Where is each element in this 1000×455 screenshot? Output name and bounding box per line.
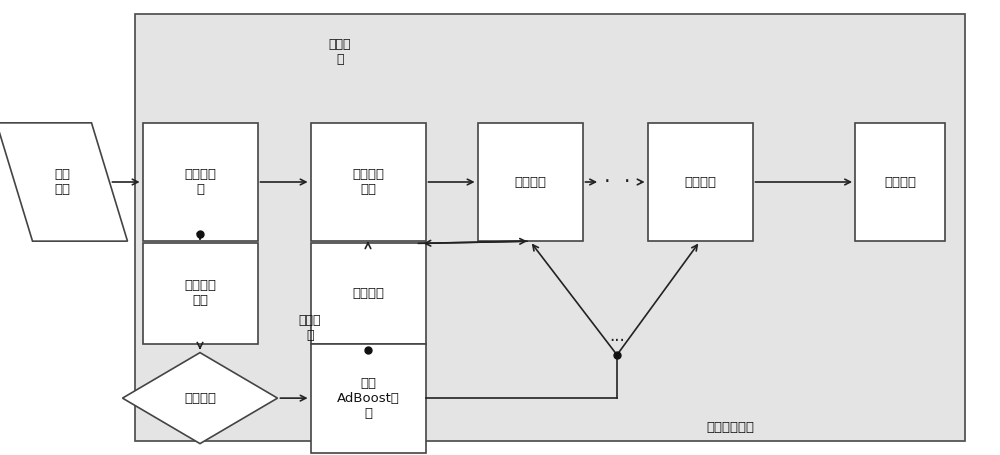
Text: 训练样
本: 训练样 本 xyxy=(299,313,321,342)
Text: 时间滑动窗口: 时间滑动窗口 xyxy=(706,421,754,434)
Bar xyxy=(143,243,258,344)
Text: ·  ·: · · xyxy=(604,172,630,192)
Text: 跟踪结果: 跟踪结果 xyxy=(884,176,916,188)
Text: 最小能量
关联: 最小能量 关联 xyxy=(352,168,384,196)
Polygon shape xyxy=(123,353,278,444)
Bar xyxy=(135,14,965,441)
Text: ···: ··· xyxy=(609,332,625,350)
Polygon shape xyxy=(0,123,128,241)
Bar xyxy=(310,344,426,453)
Text: 在线
AdBoost学
习: 在线 AdBoost学 习 xyxy=(337,377,399,420)
Bar xyxy=(855,123,945,241)
Bar xyxy=(310,243,426,344)
Text: 轮廓模型: 轮廓模型 xyxy=(352,287,384,300)
Text: 关联跟踪: 关联跟踪 xyxy=(514,176,546,188)
Text: 关联跟踪: 关联跟踪 xyxy=(684,176,716,188)
Text: 行人检测
器: 行人检测 器 xyxy=(184,168,216,196)
Bar xyxy=(310,123,426,241)
Bar xyxy=(478,123,582,241)
Bar xyxy=(648,123,753,241)
Text: 时空限制: 时空限制 xyxy=(184,392,216,404)
Bar xyxy=(143,123,258,241)
Text: 可靠跟踪
片段: 可靠跟踪 片段 xyxy=(184,279,216,308)
Text: 视频
序列: 视频 序列 xyxy=(54,168,70,196)
Text: 检测对
象: 检测对 象 xyxy=(329,38,351,66)
